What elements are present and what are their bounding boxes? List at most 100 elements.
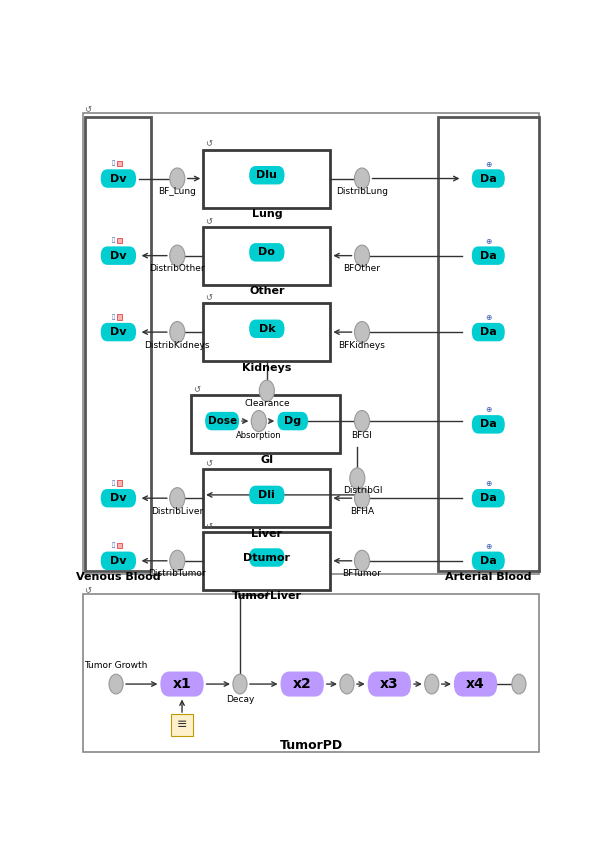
Bar (192, 395, 340, 454)
Circle shape (354, 488, 370, 508)
Circle shape (350, 468, 365, 489)
Text: 中: 中 (112, 238, 116, 243)
FancyBboxPatch shape (117, 314, 122, 319)
Text: ↺: ↺ (206, 522, 212, 531)
FancyBboxPatch shape (249, 319, 285, 338)
Text: Da: Da (480, 251, 497, 260)
Text: GI: GI (260, 455, 274, 465)
FancyBboxPatch shape (472, 551, 505, 570)
Text: BFTumor: BFTumor (342, 569, 381, 579)
Text: DistribTumor: DistribTumor (148, 569, 206, 579)
Circle shape (354, 168, 370, 189)
Text: Arterial Blood: Arterial Blood (445, 573, 532, 582)
Text: BFGI: BFGI (351, 431, 373, 440)
Text: x4: x4 (466, 677, 485, 691)
Text: ↺: ↺ (85, 586, 91, 595)
FancyBboxPatch shape (117, 238, 122, 243)
Bar (203, 303, 331, 361)
Circle shape (512, 675, 526, 694)
Text: Dli: Dli (258, 490, 275, 500)
Text: DistribLiver: DistribLiver (151, 507, 204, 516)
Circle shape (354, 550, 370, 571)
Text: DistribKidneys: DistribKidneys (145, 341, 210, 350)
Text: Kidneys: Kidneys (242, 363, 291, 372)
Text: ⊕: ⊕ (485, 479, 491, 488)
Circle shape (354, 411, 370, 431)
FancyBboxPatch shape (249, 243, 285, 262)
Text: ↺: ↺ (206, 460, 212, 468)
Circle shape (340, 675, 354, 694)
Text: Other: Other (249, 286, 285, 296)
Text: x1: x1 (173, 677, 192, 691)
Text: Da: Da (480, 419, 497, 430)
Text: 中: 中 (112, 480, 116, 486)
Text: ⊕: ⊕ (485, 542, 491, 550)
Text: Da: Da (480, 556, 497, 566)
Text: ⊕: ⊕ (485, 236, 491, 246)
Bar (203, 150, 331, 207)
Text: ↺: ↺ (206, 217, 212, 226)
Text: ⊕: ⊕ (485, 406, 491, 414)
Text: Decay: Decay (226, 695, 254, 704)
FancyBboxPatch shape (472, 169, 505, 187)
Text: BFHA: BFHA (350, 507, 374, 516)
Bar (83, 594, 539, 752)
Text: DistribLung: DistribLung (336, 187, 388, 196)
Bar (203, 532, 331, 590)
Text: Venous Blood: Venous Blood (76, 573, 161, 582)
Text: TumorPD: TumorPD (280, 739, 343, 752)
Text: Clearance: Clearance (244, 400, 289, 408)
FancyBboxPatch shape (249, 549, 285, 567)
FancyBboxPatch shape (472, 489, 505, 508)
FancyBboxPatch shape (117, 543, 122, 549)
Text: BFKidneys: BFKidneys (339, 341, 385, 350)
Circle shape (424, 675, 439, 694)
Text: Da: Da (480, 493, 497, 503)
Text: Lung: Lung (252, 209, 282, 219)
FancyBboxPatch shape (280, 672, 324, 697)
Text: ↺: ↺ (85, 104, 91, 114)
Text: ↺: ↺ (206, 294, 212, 302)
Text: Dk: Dk (258, 324, 275, 334)
Text: DistribOther: DistribOther (150, 265, 205, 273)
Circle shape (354, 245, 370, 266)
Circle shape (109, 675, 123, 694)
Text: Da: Da (480, 174, 497, 183)
Text: Dv: Dv (110, 174, 126, 183)
Text: Dose: Dose (207, 416, 237, 426)
Text: 中: 中 (112, 314, 116, 320)
Text: Dv: Dv (110, 493, 126, 503)
FancyBboxPatch shape (472, 415, 505, 434)
FancyBboxPatch shape (472, 247, 505, 265)
Text: Dlu: Dlu (257, 170, 277, 181)
Text: Do: Do (258, 247, 275, 258)
FancyBboxPatch shape (117, 161, 122, 166)
Text: 中: 中 (112, 161, 116, 166)
Text: Tumor Growth: Tumor Growth (85, 661, 148, 670)
Bar (85, 117, 151, 571)
Text: Dv: Dv (110, 251, 126, 260)
FancyBboxPatch shape (101, 247, 136, 265)
FancyBboxPatch shape (101, 169, 136, 187)
Text: x3: x3 (380, 677, 399, 691)
Bar (203, 469, 331, 527)
Circle shape (170, 322, 185, 342)
FancyBboxPatch shape (117, 480, 122, 485)
FancyBboxPatch shape (472, 323, 505, 342)
Circle shape (170, 550, 185, 571)
Circle shape (233, 675, 247, 694)
Text: x2: x2 (293, 677, 311, 691)
Text: ⊕: ⊕ (485, 159, 491, 169)
Circle shape (170, 168, 185, 189)
Text: Dtumor: Dtumor (243, 552, 291, 562)
FancyBboxPatch shape (454, 672, 497, 697)
Text: TumorLiver: TumorLiver (232, 591, 302, 602)
FancyBboxPatch shape (249, 485, 285, 504)
Circle shape (259, 380, 274, 401)
Bar (438, 117, 539, 571)
Text: ↺: ↺ (193, 385, 201, 395)
Circle shape (251, 411, 266, 431)
Text: BFOther: BFOther (344, 265, 381, 273)
Text: ≡: ≡ (177, 718, 187, 731)
FancyBboxPatch shape (249, 166, 285, 184)
